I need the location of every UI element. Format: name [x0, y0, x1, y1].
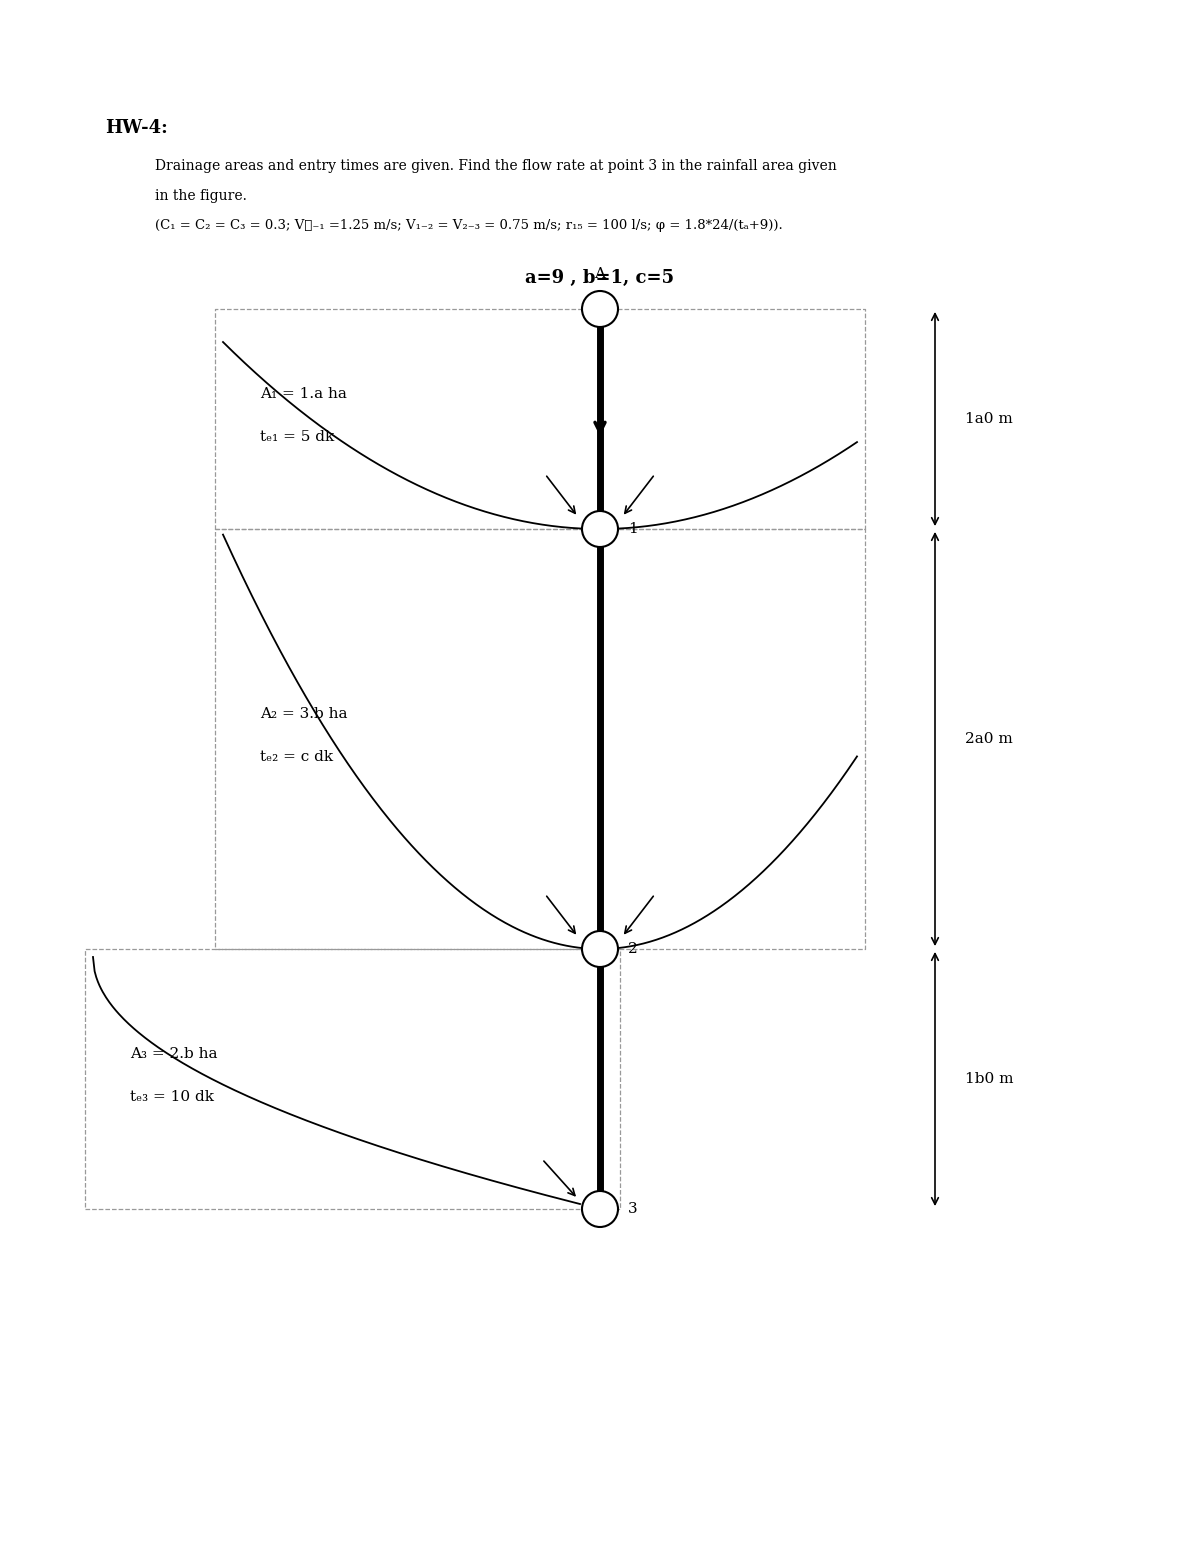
Text: 1a0 m: 1a0 m	[965, 412, 1013, 426]
Text: a=9 , b=1, c=5: a=9 , b=1, c=5	[526, 269, 674, 287]
Circle shape	[582, 931, 618, 967]
Text: A₂ = 3.b ha: A₂ = 3.b ha	[260, 707, 348, 721]
Text: (C₁ = C₂ = C₃ = 0.3; V⁁₋₁ =1.25 m/s; V₁₋₂ = V₂₋₃ = 0.75 m/s; r₁₅ = 100 l/s; φ = : (C₁ = C₂ = C₃ = 0.3; V⁁₋₁ =1.25 m/s; V₁₋…	[155, 219, 782, 232]
Circle shape	[582, 511, 618, 547]
Text: tₑ₂ = c dk: tₑ₂ = c dk	[260, 751, 334, 765]
Text: tₑ₃ = 10 dk: tₑ₃ = 10 dk	[130, 1089, 214, 1103]
Text: tₑ₁ = 5 dk: tₑ₁ = 5 dk	[260, 430, 335, 444]
Text: A: A	[594, 267, 606, 281]
Circle shape	[582, 291, 618, 326]
Text: 2: 2	[628, 942, 637, 956]
Text: 1: 1	[628, 522, 637, 536]
Text: 1b0 m: 1b0 m	[965, 1072, 1014, 1086]
Text: A₃ = 2.b ha: A₃ = 2.b ha	[130, 1047, 217, 1061]
Text: Drainage areas and entry times are given. Find the flow rate at point 3 in the r: Drainage areas and entry times are given…	[155, 159, 836, 172]
Text: 2a0 m: 2a0 m	[965, 732, 1013, 746]
Text: A₁ = 1.a ha: A₁ = 1.a ha	[260, 387, 347, 401]
Text: 3: 3	[628, 1201, 637, 1215]
Text: HW-4:: HW-4:	[106, 120, 168, 137]
Text: in the figure.: in the figure.	[155, 190, 247, 204]
Circle shape	[582, 1190, 618, 1228]
